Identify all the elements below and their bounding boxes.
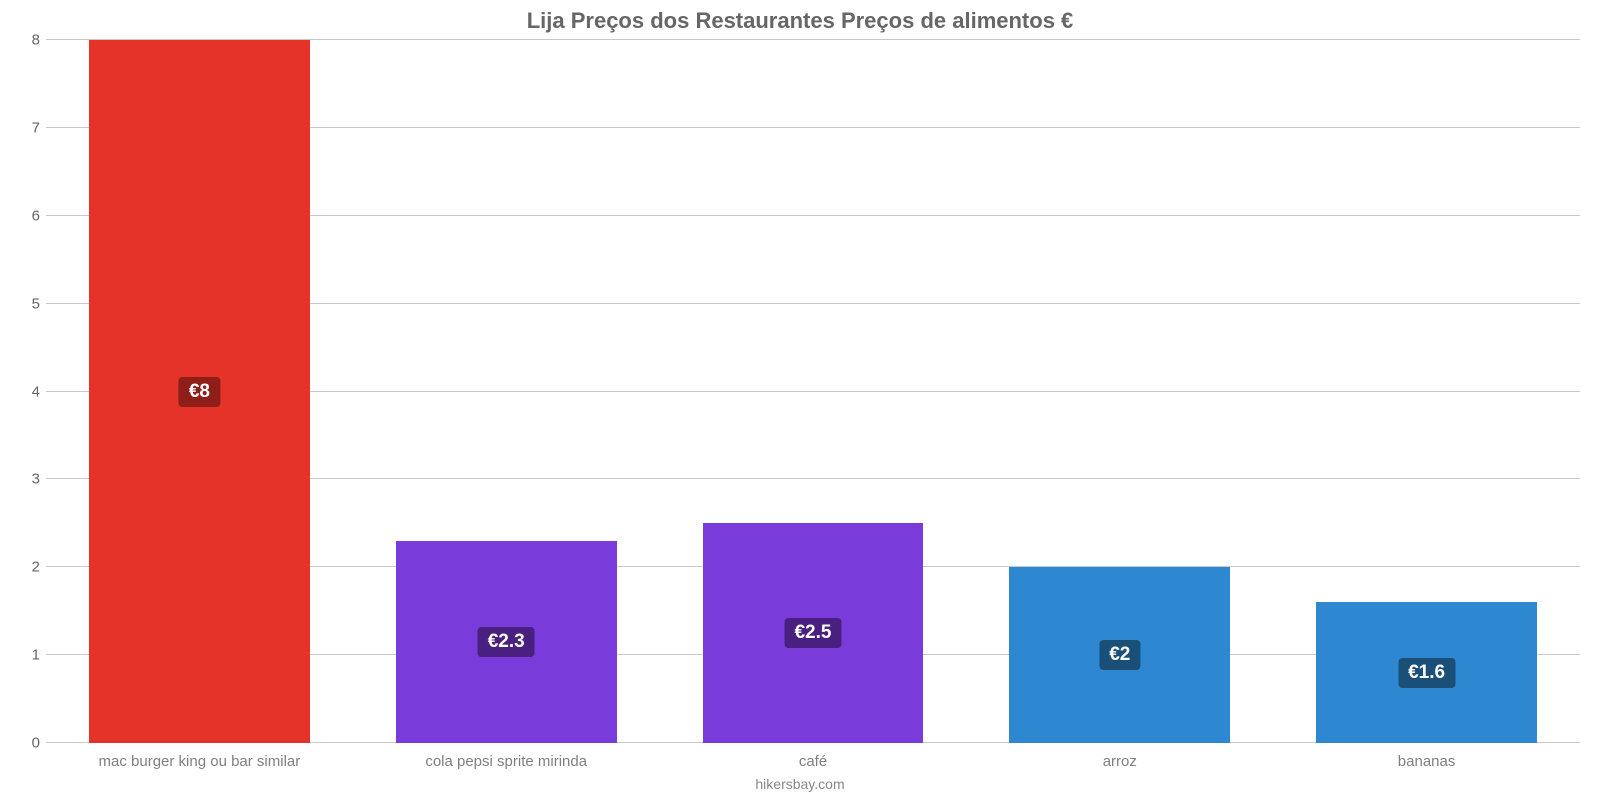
x-axis-label: café (660, 753, 967, 770)
x-axis-label: arroz (966, 753, 1273, 770)
y-tick-label: 2 (32, 559, 40, 576)
x-axis-label: cola pepsi sprite mirinda (353, 753, 660, 770)
y-axis: 012345678 (0, 40, 46, 743)
bar-slot: €2 (966, 40, 1273, 743)
bar: €2 (1009, 567, 1230, 743)
value-badge: €2.5 (784, 618, 841, 648)
y-tick-label: 4 (32, 383, 40, 400)
price-bar-chart: Lija Preços dos Restaurantes Preços de a… (0, 0, 1600, 800)
x-axis: mac burger king ou bar similarcola pepsi… (0, 753, 1600, 770)
y-tick-label: 8 (32, 32, 40, 49)
y-tick-label: 1 (32, 647, 40, 664)
chart-title: Lija Preços dos Restaurantes Preços de a… (0, 0, 1600, 40)
y-tick-label: 5 (32, 295, 40, 312)
value-badge: €2 (1099, 640, 1140, 670)
bar: €1.6 (1316, 602, 1537, 743)
plot-row: 012345678 €8€2.3€2.5€2€1.6 (0, 40, 1600, 743)
bar: €2.3 (396, 541, 617, 743)
bar: €8 (89, 40, 310, 743)
value-badge: €1.6 (1398, 658, 1455, 688)
value-badge: €2.3 (478, 627, 535, 657)
bar-slot: €8 (46, 40, 353, 743)
value-badge: €8 (179, 377, 220, 407)
x-axis-spacer (0, 753, 46, 770)
x-axis-label: bananas (1273, 753, 1580, 770)
x-axis-label: mac burger king ou bar similar (46, 753, 353, 770)
plot-area: €8 €2.3 €2.5 €2 €1.6 (46, 40, 1580, 743)
x-axis-labels: mac burger king ou bar similarcola pepsi… (46, 753, 1580, 770)
bar-slot: €2.5 (660, 40, 967, 743)
bars-container: €8 €2.3 €2.5 €2 €1.6 (46, 40, 1580, 743)
bar: €2.5 (703, 523, 924, 743)
y-tick-label: 7 (32, 119, 40, 136)
y-tick-label: 3 (32, 471, 40, 488)
bar-slot: €1.6 (1273, 40, 1580, 743)
y-tick-label: 0 (32, 735, 40, 752)
y-tick-label: 6 (32, 207, 40, 224)
chart-footer: hikersbay.com (0, 770, 1600, 800)
bar-slot: €2.3 (353, 40, 660, 743)
